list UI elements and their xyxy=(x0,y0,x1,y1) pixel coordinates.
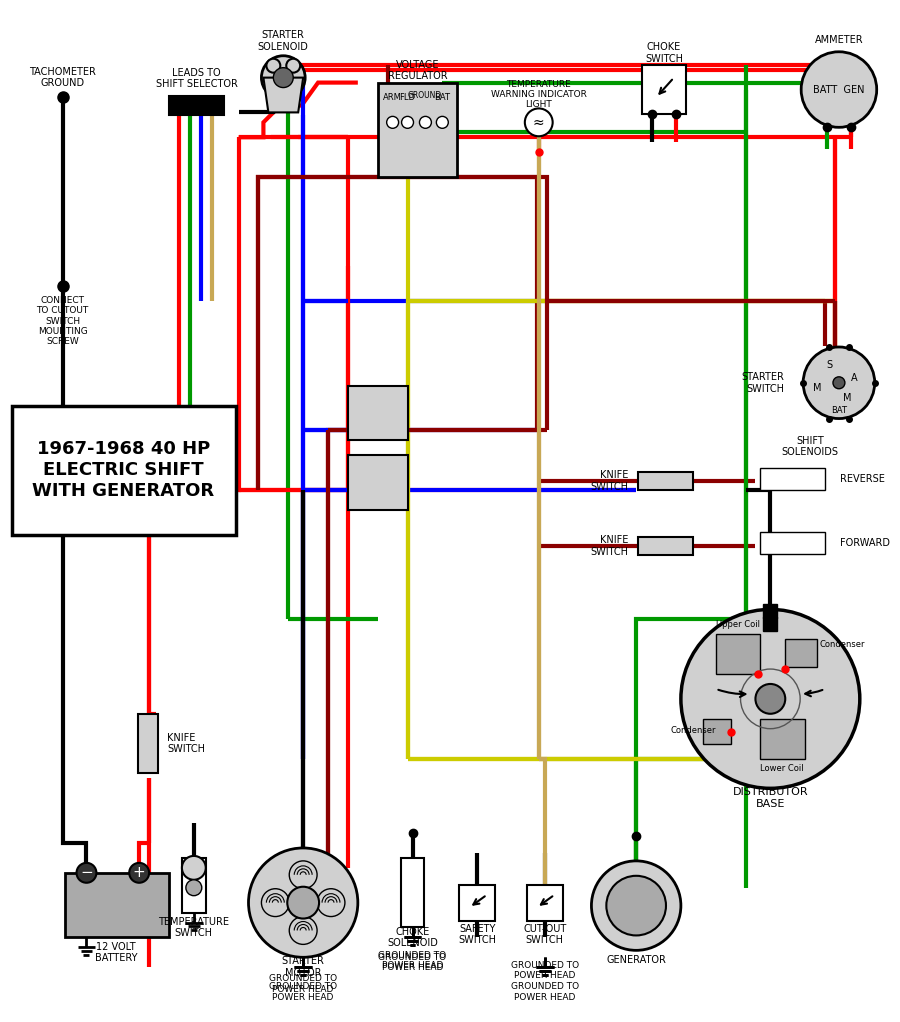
Text: Condenser: Condenser xyxy=(819,640,865,649)
Circle shape xyxy=(801,52,877,128)
Circle shape xyxy=(182,855,206,880)
Circle shape xyxy=(261,56,305,99)
Text: KNIFE
SWITCH: KNIFE SWITCH xyxy=(167,733,205,754)
Bar xyxy=(400,857,425,928)
Circle shape xyxy=(803,347,875,419)
Text: STARTER
MOTOR: STARTER MOTOR xyxy=(282,957,325,978)
Circle shape xyxy=(289,861,317,889)
Bar xyxy=(139,713,158,774)
Text: GROUND: GROUND xyxy=(408,91,442,99)
Circle shape xyxy=(607,876,666,935)
Text: GROUNDED TO
POWER HEAD: GROUNDED TO POWER HEAD xyxy=(269,974,338,993)
Bar xyxy=(760,718,806,758)
Circle shape xyxy=(289,917,317,944)
Text: GROUNDED TO
POWER HEAD: GROUNDED TO POWER HEAD xyxy=(510,982,579,1002)
Text: VOLTAGE
REGULATOR: VOLTAGE REGULATOR xyxy=(388,60,447,82)
Circle shape xyxy=(286,58,301,73)
Circle shape xyxy=(591,861,681,950)
Circle shape xyxy=(401,117,413,129)
Text: SAFETY
SWITCH: SAFETY SWITCH xyxy=(458,924,496,945)
Text: STARTER
SOLENOID: STARTER SOLENOID xyxy=(258,30,309,52)
Text: CONNECT
TO CUTOUT
SWITCH
MOUNTING
SCREW: CONNECT TO CUTOUT SWITCH MOUNTING SCREW xyxy=(37,295,89,346)
Text: FORWARD: FORWARD xyxy=(840,538,890,548)
Text: −: − xyxy=(80,866,93,880)
Bar xyxy=(763,604,778,618)
Text: GROUNDED TO
POWER HEAD: GROUNDED TO POWER HEAD xyxy=(378,950,446,970)
Bar xyxy=(642,64,686,114)
Text: Upper Coil: Upper Coil xyxy=(716,619,760,629)
Circle shape xyxy=(387,117,399,129)
Text: Condenser: Condenser xyxy=(671,727,716,735)
Text: CHOKE
SOLENOID: CHOKE SOLENOID xyxy=(387,927,438,948)
Circle shape xyxy=(266,58,280,73)
Text: M: M xyxy=(813,383,822,392)
Circle shape xyxy=(833,377,845,388)
Circle shape xyxy=(436,117,448,129)
Text: S: S xyxy=(826,360,832,370)
Text: GROUNDED TO
POWER HEAD: GROUNDED TO POWER HEAD xyxy=(269,982,338,1002)
Text: BAT: BAT xyxy=(831,406,847,415)
Text: +: + xyxy=(133,866,146,880)
Text: TEMPERATURE
WARNING INDICATOR
LIGHT: TEMPERATURE WARNING INDICATOR LIGHT xyxy=(491,80,587,109)
Bar xyxy=(348,456,408,510)
Bar xyxy=(459,885,495,921)
Bar xyxy=(638,537,693,555)
Bar xyxy=(65,873,169,937)
Text: 1967-1968 40 HP
ELECTRIC SHIFT
WITH GENERATOR: 1967-1968 40 HP ELECTRIC SHIFT WITH GENE… xyxy=(32,440,214,500)
Bar xyxy=(526,885,562,921)
Bar xyxy=(182,857,206,913)
Text: GROUNDED TO
POWER HEAD: GROUNDED TO POWER HEAD xyxy=(510,961,579,980)
Text: BAT: BAT xyxy=(435,93,450,102)
Circle shape xyxy=(419,117,431,129)
Circle shape xyxy=(76,863,96,883)
Text: 12 VOLT
BATTERY: 12 VOLT BATTERY xyxy=(95,941,138,963)
Circle shape xyxy=(681,609,859,788)
Text: LEADS TO
SHIFT SELECTOR: LEADS TO SHIFT SELECTOR xyxy=(156,67,238,89)
Text: CHOKE
SWITCH: CHOKE SWITCH xyxy=(645,42,683,63)
Text: ≈: ≈ xyxy=(533,115,544,130)
Text: A: A xyxy=(850,373,857,383)
Text: STARTER
SWITCH: STARTER SWITCH xyxy=(742,372,784,393)
Circle shape xyxy=(287,887,320,919)
Text: BATT  GEN: BATT GEN xyxy=(814,85,865,95)
Circle shape xyxy=(130,863,149,883)
Circle shape xyxy=(525,108,553,136)
Text: AMMETER: AMMETER xyxy=(814,35,863,45)
Text: FLD: FLD xyxy=(400,93,416,102)
Bar xyxy=(760,531,825,554)
Circle shape xyxy=(248,848,358,958)
Bar xyxy=(760,468,825,491)
Bar xyxy=(12,406,236,535)
Text: TEMPERATURE
SWITCH: TEMPERATURE SWITCH xyxy=(158,917,230,938)
Bar xyxy=(348,385,408,440)
Circle shape xyxy=(274,67,293,88)
Bar xyxy=(716,635,760,675)
Text: M: M xyxy=(842,392,851,403)
Text: REVERSE: REVERSE xyxy=(840,474,885,484)
Circle shape xyxy=(186,880,202,895)
Polygon shape xyxy=(264,78,303,112)
Text: CUT-OUT
SWITCH: CUT-OUT SWITCH xyxy=(523,924,566,945)
Text: TACHOMETER
GROUND: TACHOMETER GROUND xyxy=(29,66,96,89)
Bar xyxy=(786,639,817,667)
Circle shape xyxy=(261,889,289,917)
Text: KNIFE
SWITCH: KNIFE SWITCH xyxy=(590,470,628,492)
Bar xyxy=(763,617,778,632)
Text: SHIFT
SOLENOIDS: SHIFT SOLENOIDS xyxy=(781,435,839,457)
Text: GENERATOR: GENERATOR xyxy=(607,956,666,966)
Circle shape xyxy=(755,684,786,713)
Bar xyxy=(169,95,223,115)
Bar xyxy=(638,472,693,491)
Bar xyxy=(703,718,731,744)
Circle shape xyxy=(317,889,345,917)
Text: DISTRIBUTOR
BASE: DISTRIBUTOR BASE xyxy=(733,788,808,809)
Text: KNIFE
SWITCH: KNIFE SWITCH xyxy=(590,535,628,557)
Text: GROUNDED TO
POWER HEAD: GROUNDED TO POWER HEAD xyxy=(378,953,446,972)
Text: Lower Coil: Lower Coil xyxy=(760,764,804,773)
Text: ARM: ARM xyxy=(383,93,402,102)
Bar xyxy=(378,83,457,177)
